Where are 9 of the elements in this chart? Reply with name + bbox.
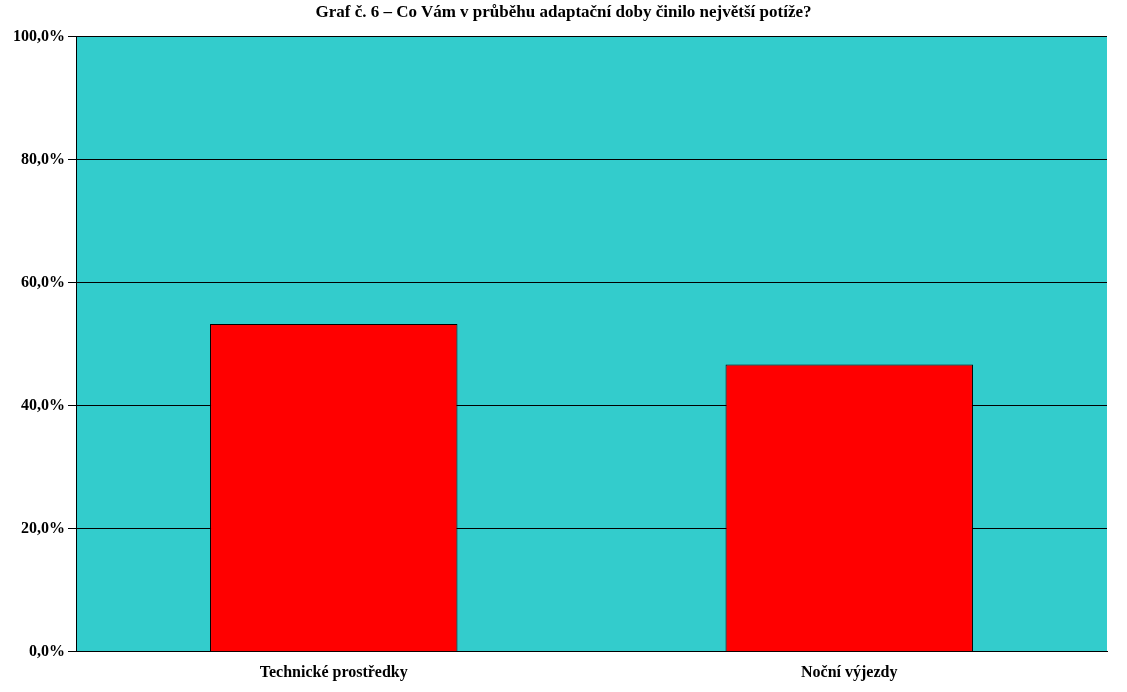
- y-tick-label: 60,0%: [21, 272, 65, 290]
- y-tick-label: 0,0%: [29, 641, 65, 659]
- y-tick-label: 80,0%: [21, 149, 65, 167]
- y-tick-label: 100,0%: [13, 26, 65, 44]
- chart-title: Graf č. 6 – Co Vám v průběhu adaptační doby činilo největší potíže?: [314, 1, 813, 23]
- x-tick-label: Technické prostředky: [259, 662, 408, 681]
- x-tick-label: Noční výjezdy: [801, 662, 898, 681]
- y-tick-label: 40,0%: [21, 395, 65, 413]
- y-tick-label: 20,0%: [21, 518, 65, 536]
